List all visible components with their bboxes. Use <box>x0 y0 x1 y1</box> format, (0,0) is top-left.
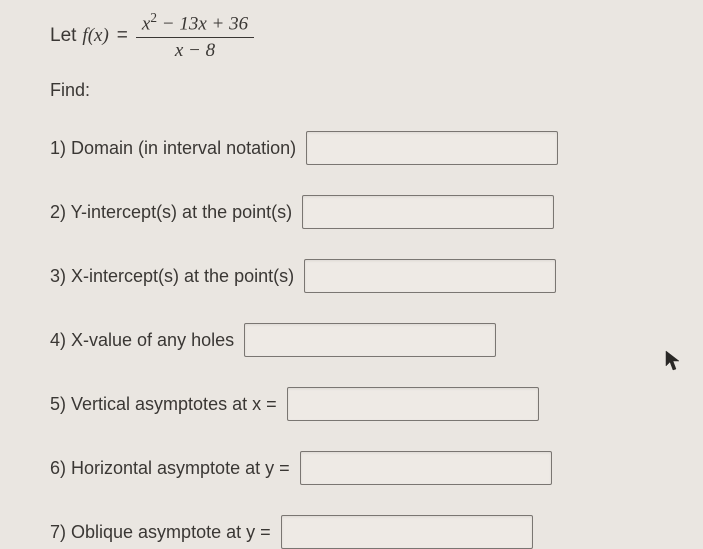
let-prefix: Let <box>50 25 76 47</box>
question-label-5: 5) Vertical asymptotes at x = <box>50 394 277 415</box>
answer-input-6[interactable] <box>300 451 552 485</box>
answer-input-4[interactable] <box>244 323 496 357</box>
equals-sign: = <box>117 25 128 47</box>
question-label-6: 6) Horizontal asymptote at y = <box>50 458 290 479</box>
question-row: 5) Vertical asymptotes at x = <box>50 387 703 421</box>
numerator: x2 − 13x + 36 <box>136 10 254 35</box>
question-row: 6) Horizontal asymptote at y = <box>50 451 703 485</box>
function-definition: Let f(x) = x2 − 13x + 36 x − 8 <box>50 10 703 62</box>
fraction-bar <box>136 37 254 38</box>
cursor-icon <box>665 350 683 378</box>
question-label-4: 4) X-value of any holes <box>50 330 234 351</box>
question-label-7: 7) Oblique asymptote at y = <box>50 522 271 543</box>
answer-input-5[interactable] <box>287 387 539 421</box>
find-label: Find: <box>50 80 703 101</box>
question-row: 3) X-intercept(s) at the point(s) <box>50 259 703 293</box>
question-row: 7) Oblique asymptote at y = <box>50 515 703 549</box>
answer-input-7[interactable] <box>281 515 533 549</box>
answer-input-3[interactable] <box>304 259 556 293</box>
question-label-3: 3) X-intercept(s) at the point(s) <box>50 266 294 287</box>
answer-input-1[interactable] <box>306 131 558 165</box>
answer-input-2[interactable] <box>302 195 554 229</box>
question-label-1: 1) Domain (in interval notation) <box>50 138 296 159</box>
question-row: 2) Y-intercept(s) at the point(s) <box>50 195 703 229</box>
question-row: 4) X-value of any holes <box>50 323 703 357</box>
fraction: x2 − 13x + 36 x − 8 <box>136 10 254 62</box>
question-label-2: 2) Y-intercept(s) at the point(s) <box>50 202 292 223</box>
denominator: x − 8 <box>169 40 221 62</box>
lhs: f(x) <box>82 25 108 47</box>
question-row: 1) Domain (in interval notation) <box>50 131 703 165</box>
